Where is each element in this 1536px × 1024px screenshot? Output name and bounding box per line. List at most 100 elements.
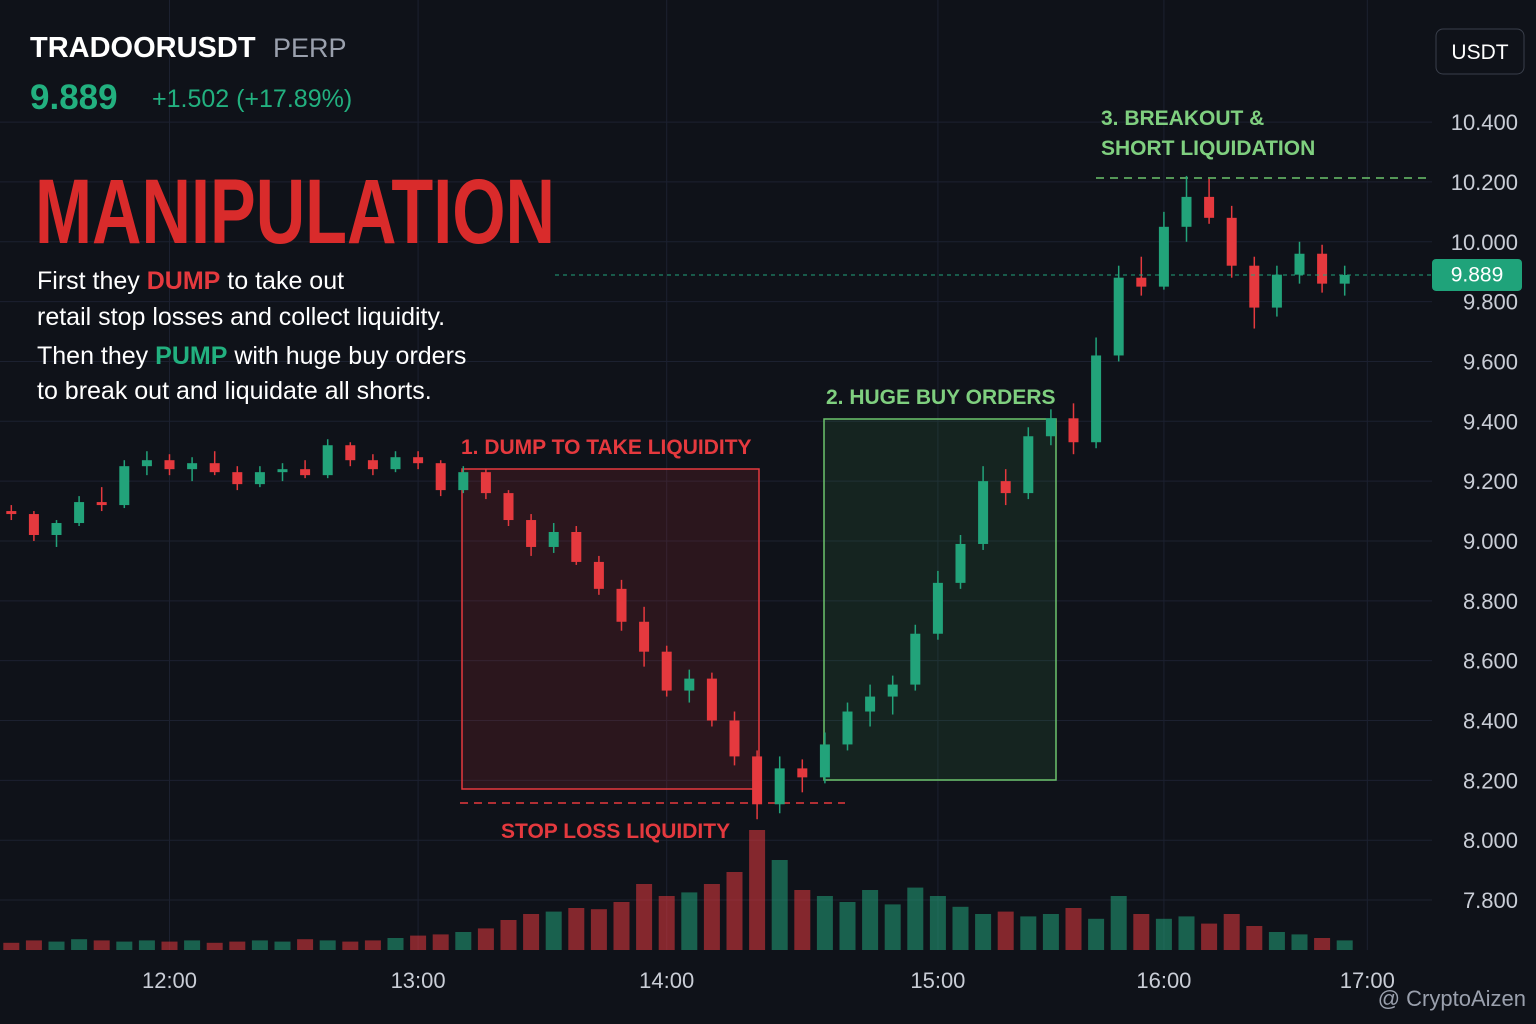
y-tick-label: 9.200 — [1463, 469, 1518, 494]
volume-bar — [794, 890, 811, 950]
candle-body — [526, 520, 537, 547]
volume-bar — [48, 941, 65, 950]
volume-bar — [907, 887, 924, 950]
candle-body — [774, 768, 785, 805]
annotation: 2. HUGE BUY ORDERS — [826, 386, 1056, 409]
volume-bar — [771, 860, 788, 950]
volume-bar — [636, 884, 653, 950]
volume-bar — [138, 940, 155, 950]
annotation: 3. BREAKOUT & — [1101, 107, 1264, 130]
candle-body — [367, 460, 378, 470]
candle-body — [96, 502, 107, 506]
volume-bar — [1223, 914, 1240, 950]
x-tick-label: 15:00 — [910, 968, 965, 993]
y-tick-label: 8.800 — [1463, 589, 1518, 614]
candle-body — [74, 502, 85, 524]
candle-body — [413, 457, 424, 464]
candle-body — [254, 472, 265, 485]
annotation: STOP LOSS LIQUIDITY — [501, 820, 730, 843]
y-tick-label: 8.000 — [1463, 828, 1518, 853]
candle-body — [887, 684, 898, 697]
candle-body — [684, 678, 695, 691]
candle-body — [910, 633, 921, 685]
volume-bar — [1042, 914, 1059, 950]
description-line: First they DUMP to take out — [37, 267, 344, 295]
candle-body — [480, 472, 491, 494]
volume-bar — [229, 941, 246, 950]
candle-body — [616, 588, 627, 622]
volume-bar — [523, 914, 540, 950]
headline: MANIPULATION — [35, 161, 555, 263]
description-line: Then they PUMP with huge buy orders — [37, 342, 466, 370]
volume-bar — [500, 920, 517, 950]
volume-bar — [1110, 896, 1127, 950]
candle-body — [797, 768, 808, 778]
currency-label[interactable]: USDT — [1451, 41, 1508, 64]
volume-bar — [71, 939, 88, 950]
volume-bar — [1268, 932, 1285, 950]
y-tick-label: 10.200 — [1451, 170, 1518, 195]
candle-body — [1000, 481, 1011, 494]
y-axis: 7.800 8.000 8.200 8.400 8.600 8.800 9.000 9.200… — [1451, 110, 1518, 913]
volume-bar — [975, 914, 992, 950]
volume-bar — [93, 940, 110, 950]
volume-bar — [816, 896, 833, 950]
highlight: DUMP — [147, 267, 221, 295]
candle-body — [842, 711, 853, 745]
candle-body — [1136, 277, 1147, 287]
volume-bars — [3, 830, 1353, 950]
x-tick-label: 14:00 — [639, 968, 694, 993]
volume-bar — [862, 890, 879, 950]
contract: PERP — [273, 33, 347, 63]
candle-body — [978, 481, 989, 544]
candle-body — [322, 445, 333, 476]
volume-bar — [1065, 908, 1082, 950]
y-tick-label: 10.000 — [1451, 230, 1518, 255]
volume-bar — [1336, 940, 1353, 950]
text: retail stop losses and collect liquidity… — [37, 303, 445, 331]
x-tick-label: 12:00 — [142, 968, 197, 993]
dump-zone — [461, 468, 760, 790]
candle-body — [6, 511, 17, 515]
candle-body — [28, 514, 39, 535]
candle-body — [232, 472, 243, 485]
volume-bar — [364, 940, 381, 950]
last-price: 9.889 — [30, 78, 118, 117]
candle-body — [300, 469, 311, 476]
volume-bar — [1178, 916, 1195, 950]
candle-body — [503, 493, 514, 521]
candle-body — [1023, 436, 1034, 494]
highlight: PUMP — [155, 342, 227, 370]
candle-body — [164, 460, 175, 470]
candle-body — [1271, 274, 1282, 308]
currency-button[interactable] — [1435, 28, 1525, 75]
candle-body — [1091, 355, 1102, 443]
candles — [6, 175, 1350, 820]
volume-bar — [432, 934, 449, 950]
watermark: @ CryptoAizen — [1378, 986, 1526, 1011]
candle-body — [209, 463, 220, 473]
candle-body — [390, 457, 401, 470]
volume-bar — [1088, 918, 1105, 950]
candle-body — [955, 543, 966, 583]
symbol: TRADOORUSDT — [30, 32, 256, 64]
candle-body — [571, 532, 582, 562]
text: to break out and liquidate all shorts. — [37, 377, 432, 405]
annotations: 1. DUMP TO TAKE LIQUIDITY STOP LOSS LIQU… — [461, 107, 1315, 843]
candle-body — [1204, 196, 1215, 218]
x-tick-label: 13:00 — [391, 968, 446, 993]
candle-body — [1113, 277, 1124, 356]
candle-body — [752, 756, 763, 805]
candle-body — [277, 469, 288, 473]
candle-body — [1068, 418, 1079, 443]
annotation: 1. DUMP TO TAKE LIQUIDITY — [461, 436, 752, 459]
volume-bar — [161, 941, 178, 950]
candle-body — [593, 561, 604, 589]
price-change: +1.502 (+17.89%) — [152, 85, 352, 113]
text: to take out — [220, 267, 344, 295]
volume-bar — [929, 896, 946, 950]
candle-body — [729, 720, 740, 757]
candle-body — [345, 445, 356, 461]
